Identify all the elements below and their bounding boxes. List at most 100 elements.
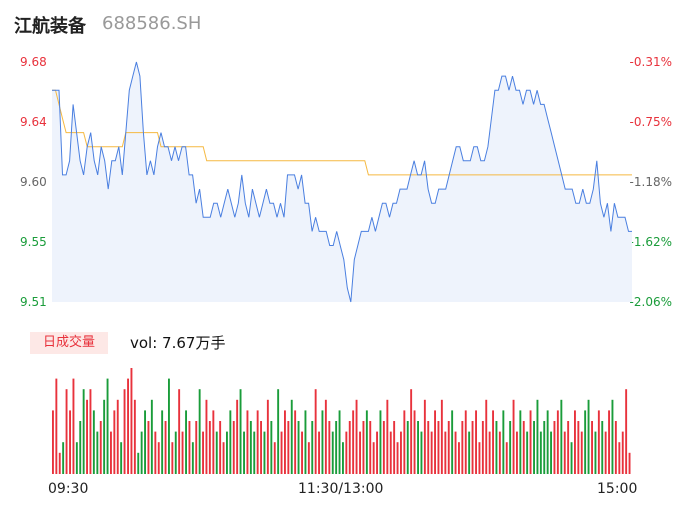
volume-bar	[625, 389, 628, 474]
volume-bar	[382, 421, 385, 474]
volume-bar	[123, 389, 126, 474]
volume-bar	[287, 421, 290, 474]
volume-bar	[365, 410, 368, 474]
volume-bar	[529, 410, 532, 474]
volume-bar	[147, 421, 150, 474]
price-tick: 9.68	[20, 55, 47, 69]
volume-bar	[447, 421, 450, 474]
volume-bar	[284, 410, 286, 474]
volume-bar	[348, 421, 351, 474]
stock-name: 江航装备	[14, 16, 86, 37]
volume-bar	[342, 442, 344, 474]
volume-bar	[164, 421, 167, 474]
avg-price-line	[52, 89, 632, 176]
volume-bar	[393, 421, 396, 474]
volume-bar	[519, 410, 522, 474]
volume-bar	[587, 399, 590, 474]
volume-bar	[580, 431, 583, 474]
volume-bar	[69, 410, 71, 474]
volume-bar	[307, 442, 310, 474]
volume-bar	[174, 431, 177, 474]
volume-bar	[410, 389, 413, 474]
volume-bar	[154, 431, 157, 474]
volume-bar	[188, 421, 191, 474]
volume-bar	[178, 389, 181, 474]
volume-bar	[328, 421, 331, 474]
volume-bar	[239, 389, 242, 474]
volume-bar	[458, 442, 460, 474]
volume-bar	[106, 378, 109, 474]
volume-bar	[270, 421, 273, 474]
volume-bar	[563, 431, 566, 474]
volume-bar	[249, 421, 252, 474]
volume-bar	[611, 399, 614, 474]
volume-bar	[110, 431, 112, 474]
volume-bars	[52, 368, 631, 474]
volume-bar	[266, 399, 269, 474]
volume-bar	[52, 410, 54, 474]
volume-bar	[150, 399, 153, 474]
volume-bar	[372, 442, 375, 474]
volume-bar	[140, 431, 143, 474]
volume-bar	[526, 431, 529, 474]
volume-badge[interactable]: 日成交量	[30, 332, 108, 354]
volume-bar	[437, 421, 440, 474]
volume-bar	[389, 431, 392, 474]
volume-bar	[92, 410, 95, 474]
volume-bar	[427, 421, 430, 474]
volume-bar	[219, 421, 222, 474]
volume-bar	[396, 442, 399, 474]
volume-bar	[413, 410, 416, 474]
volume-bar	[345, 431, 348, 474]
volume-bar	[338, 410, 341, 474]
volume-bar	[116, 399, 119, 474]
volume-bar	[495, 421, 498, 474]
volume-bar	[591, 421, 593, 474]
volume-bar	[277, 389, 280, 474]
volume-bar	[79, 421, 82, 474]
volume-bar	[594, 431, 597, 474]
volume-bar	[516, 431, 518, 474]
volume-bar	[597, 410, 600, 474]
volume-bar	[574, 410, 576, 474]
volume-bar	[577, 421, 580, 474]
volume-bar	[335, 421, 338, 474]
stock-code: 688586.SH	[102, 13, 202, 34]
price-tick: 9.60	[20, 175, 47, 189]
volume-bar	[185, 410, 187, 474]
volume-bar	[229, 410, 232, 474]
volume-bar	[89, 389, 92, 474]
volume-bar	[161, 410, 164, 474]
volume-bar	[539, 431, 542, 474]
volume-bar	[543, 421, 546, 474]
volume-bar	[604, 431, 607, 474]
volume-bar	[202, 431, 204, 474]
volume-bar	[471, 421, 474, 474]
volume-bar	[311, 421, 314, 474]
volume-bar	[280, 431, 283, 474]
volume-bar	[253, 431, 256, 474]
volume-bar	[205, 399, 208, 474]
volume-bar	[120, 442, 123, 474]
volume-bar	[556, 410, 559, 474]
volume-bar	[99, 421, 102, 474]
volume-bar	[133, 399, 136, 474]
volume-bar	[226, 431, 228, 474]
volume-bar	[475, 410, 477, 474]
volume-bar	[72, 378, 75, 474]
volume-bar	[181, 431, 184, 474]
volume-bar	[297, 421, 300, 474]
volume-bar	[290, 399, 293, 474]
volume-bar	[430, 431, 433, 474]
volume-bar	[75, 442, 78, 474]
pct-tick: -0.31%	[629, 55, 672, 69]
time-tick: 09:30	[48, 481, 89, 497]
price-tick: 9.51	[20, 295, 47, 309]
volume-bar	[294, 410, 297, 474]
volume-bar	[376, 431, 378, 474]
volume-bar	[331, 431, 334, 474]
volume-bar	[191, 442, 194, 474]
volume-bar	[314, 389, 317, 474]
volume-bar	[130, 368, 133, 474]
